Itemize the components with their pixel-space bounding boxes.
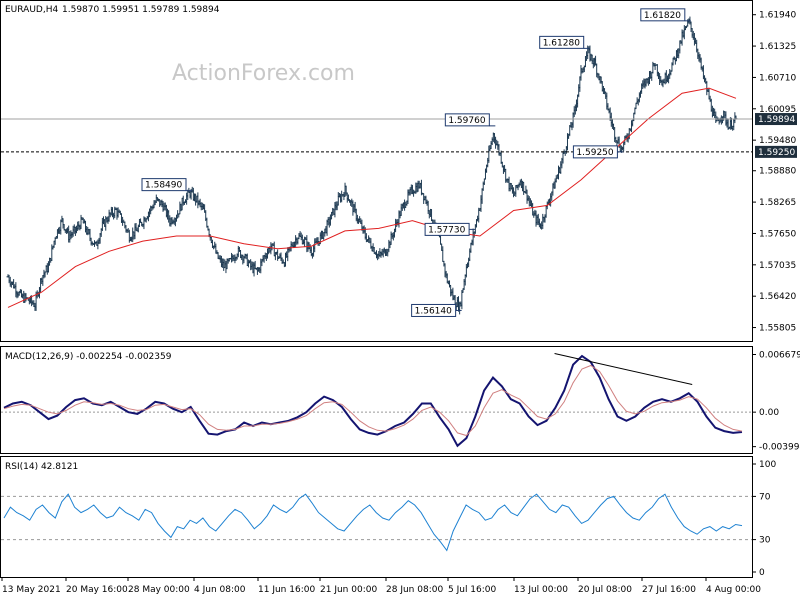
rsi-tick-label: 30	[759, 536, 771, 546]
support-level-tag-text: 1.59250	[758, 148, 795, 158]
time-tick-label: 21 Jun 00:00	[320, 585, 377, 595]
rsi-line	[3, 493, 743, 552]
rsi-tick-label: 70	[759, 492, 771, 502]
annotation-label: 1.59250	[576, 148, 613, 158]
time-tick-label: 4 Aug 00:00	[706, 585, 761, 595]
rsi-axis: 100 70 30 0	[752, 460, 776, 578]
annotation-box	[539, 35, 585, 49]
rsi-tick-label: 0	[759, 568, 765, 578]
price-tick-label: 1.57035	[759, 261, 796, 271]
macd-axis: 0.006679 0.00 -0.003994	[752, 350, 800, 453]
time-tick-label: 28 Jun 08:00	[386, 585, 443, 595]
symbol-label: EURAUD,H4	[5, 5, 58, 15]
annotation-label: 1.61820	[644, 11, 681, 21]
time-tick-label: 4 Jun 08:00	[194, 585, 246, 595]
current-price-tag-text: 1.59894	[758, 115, 795, 125]
annotation-label: 1.58490	[145, 181, 182, 191]
time-tick-label: 5 Jul 16:00	[448, 585, 497, 595]
macd-signal-line	[3, 364, 743, 437]
price-axis: 1.61940 1.61325 1.60710 1.60095 1.59480 1.588…	[752, 11, 797, 334]
rsi-panel-frame	[0, 456, 753, 578]
macd-tick-label: 0.00	[759, 408, 779, 418]
rsi-tick-label: 100	[759, 460, 776, 470]
ohlc-label: 1.59870 1.59951 1.59789 1.59894	[62, 5, 220, 15]
time-tick-label: 20 Jul 08:00	[578, 585, 632, 595]
rsi-layer	[1, 493, 752, 552]
watermark: ActionForex.com	[172, 61, 355, 86]
time-tick-label: 11 Jun 16:00	[258, 585, 315, 595]
annotation-label: 1.61280	[543, 38, 580, 48]
price-tick-label: 1.59480	[759, 136, 796, 146]
macd-trend-line	[554, 352, 693, 386]
macd-tick-label: -0.003994	[759, 443, 800, 453]
price-tick-label: 1.60710	[759, 73, 796, 83]
macd-tick-label: 0.006679	[759, 350, 800, 360]
price-tick-label: 1.58265	[759, 198, 796, 208]
price-tick-label: 1.55805	[759, 324, 796, 334]
support-level-tag-box	[755, 145, 797, 158]
macd-layer	[1, 352, 752, 448]
price-layer: 1.58490 1.56140 1.59760 1.57730 1.61280 1.592…	[1, 8, 752, 317]
price-panel-frame	[0, 0, 753, 342]
macd-line	[3, 354, 743, 448]
price-tick-label: 1.61325	[759, 42, 796, 52]
time-tick-label: 27 Jul 16:00	[642, 585, 696, 595]
annotation-label: 1.57730	[428, 225, 465, 235]
macd-title: MACD(12,26,9) -0.002254 -0.002359	[5, 352, 172, 362]
price-tick-label: 1.58880	[759, 167, 796, 177]
time-tick-label: 13 May 2021	[2, 585, 61, 595]
macd-panel-frame	[0, 346, 753, 454]
annotation-box	[444, 113, 490, 127]
time-axis: 13 May 2021 20 May 16:00 28 May 00:00 4 Jun…	[1, 577, 761, 595]
current-price-tag-box	[755, 113, 797, 126]
annotation-label: 1.59760	[448, 116, 485, 126]
moving-average-line	[7, 87, 737, 308]
price-tick-label: 1.60095	[759, 105, 796, 115]
time-tick-label: 20 May 16:00	[66, 585, 128, 595]
time-tick-label: 28 May 00:00	[128, 585, 190, 595]
price-tick-label: 1.56420	[759, 292, 796, 302]
price-tick-label: 1.61940	[759, 11, 796, 21]
price-tick-label: 1.57650	[759, 229, 796, 239]
annotation-label: 1.56140	[415, 306, 452, 316]
time-tick-label: 13 Jul 00:00	[514, 585, 568, 595]
annotation-box	[640, 8, 686, 22]
annotation-box	[141, 178, 187, 192]
rsi-title: RSI(14) 42.8121	[5, 462, 78, 472]
